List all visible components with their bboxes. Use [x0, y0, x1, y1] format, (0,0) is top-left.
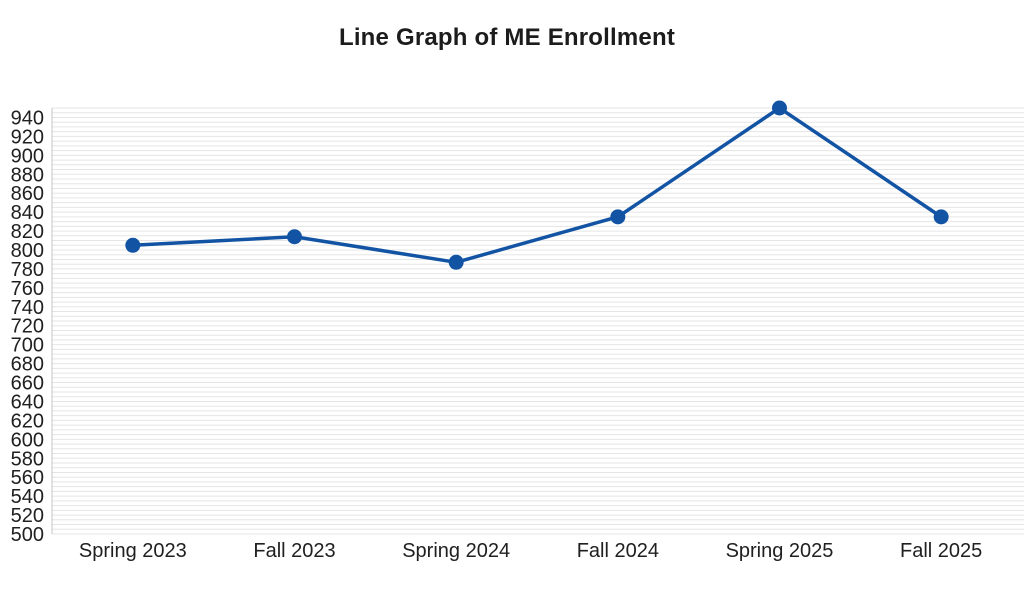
y-tick-label: 800: [11, 240, 44, 262]
data-point-marker: [772, 100, 787, 116]
data-point-marker: [933, 209, 949, 225]
y-tick-label: 620: [11, 410, 44, 432]
x-category-label: Spring 2025: [726, 540, 834, 562]
data-point-marker: [448, 254, 464, 270]
y-tick-label: 720: [11, 316, 44, 338]
y-tick-label: 780: [11, 259, 44, 281]
y-tick-label: 900: [11, 145, 44, 167]
enrollment-line: [131, 106, 943, 265]
y-tick-label: 580: [11, 448, 44, 470]
data-point-marker: [610, 209, 626, 225]
y-tick-label: 920: [11, 126, 44, 148]
y-tick-label: 680: [11, 354, 44, 376]
y-tick-label: 740: [11, 297, 44, 319]
y-tick-label: 640: [11, 391, 44, 413]
y-tick-label: 540: [11, 486, 44, 508]
x-category-label: Spring 2024: [402, 540, 510, 562]
x-category-label: Fall 2024: [577, 540, 659, 562]
chart-title: Line Graph of ME Enrollment: [338, 24, 676, 51]
data-point-marker: [287, 229, 302, 245]
y-tick-label: 500: [11, 524, 44, 546]
y-tick-label: 700: [11, 335, 44, 357]
y-tick-label: 940: [11, 107, 44, 129]
y-tick-label: 860: [11, 183, 44, 205]
y-tick-label: 880: [11, 164, 44, 186]
x-category-label: Fall 2025: [900, 540, 982, 562]
x-category-label: Spring 2023: [79, 540, 187, 562]
y-tick-label: 520: [11, 505, 44, 527]
y-tick-label: 760: [11, 278, 44, 300]
y-tick-label: 600: [11, 429, 44, 451]
data-point-marker: [125, 237, 141, 253]
y-tick-label: 660: [11, 373, 44, 395]
y-tick-label: 820: [11, 221, 44, 243]
y-tick-label: 560: [11, 467, 44, 489]
x-category-label: Fall 2023: [253, 540, 335, 562]
y-tick-label: 840: [11, 202, 44, 224]
